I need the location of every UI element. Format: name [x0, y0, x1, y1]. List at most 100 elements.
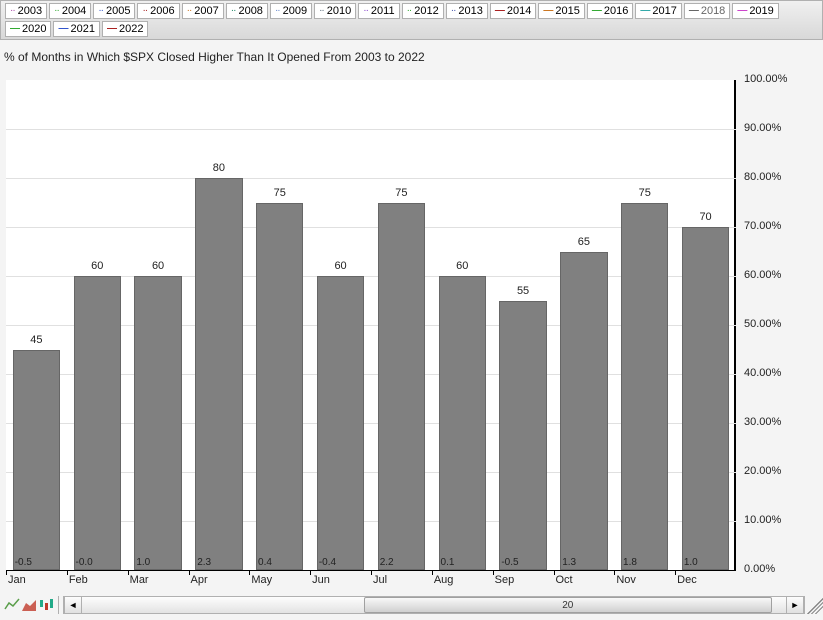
- toolbar-icons: [0, 596, 59, 614]
- bar-sep[interactable]: [499, 301, 546, 571]
- legend-item-2011[interactable]: ··2011: [358, 3, 399, 19]
- legend-item-label: 2021: [70, 23, 94, 35]
- y-tick-label: 40.00%: [744, 367, 781, 379]
- bar-bottom-label: 1.0: [136, 557, 150, 568]
- scroll-thumb[interactable]: 20: [364, 597, 772, 613]
- grid-line: [6, 129, 736, 130]
- x-tick: [432, 570, 433, 575]
- legend-swatch-icon: ··: [231, 6, 236, 16]
- x-tick-label: Jul: [373, 574, 387, 586]
- scroll-track[interactable]: 20: [82, 597, 786, 613]
- legend-item-label: 2012: [414, 5, 438, 17]
- bar-value-label: 60: [317, 260, 364, 272]
- bar-jun[interactable]: [317, 276, 364, 570]
- legend-item-label: 2008: [238, 5, 262, 17]
- legend-item-2012[interactable]: ··2012: [402, 3, 444, 19]
- legend-item-label: 2011: [371, 5, 395, 17]
- bar-aug[interactable]: [439, 276, 486, 570]
- y-tick-label: 30.00%: [744, 416, 781, 428]
- bar-bottom-label: 1.0: [684, 557, 698, 568]
- y-tick-label: 60.00%: [744, 269, 781, 281]
- scrollbar[interactable]: ◄ 20 ►: [63, 596, 805, 614]
- legend-item-2003[interactable]: ··2003: [5, 3, 47, 19]
- legend-item-2021[interactable]: —2021: [53, 21, 99, 37]
- legend-item-2007[interactable]: ··2007: [182, 3, 224, 19]
- plot-area: 45-0.560-0.0601.0802.3750.460-0.4752.260…: [6, 80, 736, 570]
- legend-swatch-icon: —: [640, 6, 649, 16]
- legend-item-label: 2016: [604, 5, 628, 17]
- bar-nov[interactable]: [621, 203, 668, 571]
- bar-bottom-label: 2.3: [197, 557, 211, 568]
- x-tick-label: Aug: [434, 574, 454, 586]
- legend-item-2010[interactable]: ··2010: [314, 3, 356, 19]
- legend-item-2009[interactable]: ··2009: [270, 3, 312, 19]
- legend-item-label: 2009: [283, 5, 307, 17]
- legend-item-2022[interactable]: —2022: [102, 21, 148, 37]
- y-tick-label: 50.00%: [744, 318, 781, 330]
- legend-swatch-icon: —: [737, 6, 746, 16]
- bar-bottom-label: -0.4: [319, 557, 336, 568]
- legend-swatch-icon: ··: [363, 6, 368, 16]
- x-tick-label: Feb: [69, 574, 88, 586]
- x-tick: [189, 570, 190, 575]
- legend-item-2014[interactable]: —2014: [490, 3, 536, 19]
- legend-swatch-icon: ··: [10, 6, 15, 16]
- bar-bottom-label: 0.1: [441, 557, 455, 568]
- resize-grip-icon[interactable]: [807, 598, 823, 614]
- bar-dec[interactable]: [682, 227, 729, 570]
- bar-value-label: 65: [560, 236, 607, 248]
- legend-item-label: 2010: [327, 5, 351, 17]
- bar-bottom-label: 1.3: [562, 557, 576, 568]
- bar-bottom-label: 1.8: [623, 557, 637, 568]
- legend-item-2015[interactable]: —2015: [538, 3, 584, 19]
- legend-item-2006[interactable]: ··2006: [137, 3, 179, 19]
- grid-line: [6, 178, 736, 179]
- area-chart-icon[interactable]: [21, 597, 37, 613]
- legend-item-2013[interactable]: ··2013: [446, 3, 488, 19]
- legend-item-label: 2022: [119, 23, 143, 35]
- legend-swatch-icon: ··: [407, 6, 412, 16]
- scroll-right-button[interactable]: ►: [786, 597, 804, 613]
- x-tick-label: May: [251, 574, 272, 586]
- line-chart-icon[interactable]: [4, 597, 20, 613]
- legend-bar: ··2003··2004··2005··2006··2007··2008··20…: [0, 0, 823, 40]
- legend-item-2019[interactable]: —2019: [732, 3, 778, 19]
- legend-item-label: 2005: [106, 5, 130, 17]
- legend-item-2017[interactable]: —2017: [635, 3, 681, 19]
- legend-item-label: 2013: [458, 5, 482, 17]
- bar-jan[interactable]: [13, 350, 60, 571]
- legend-item-2016[interactable]: —2016: [587, 3, 633, 19]
- bar-value-label: 75: [256, 187, 303, 199]
- legend-item-2004[interactable]: ··2004: [49, 3, 91, 19]
- y-tick-label: 0.00%: [744, 563, 775, 575]
- x-tick: [554, 570, 555, 575]
- bar-value-label: 75: [378, 187, 425, 199]
- x-tick: [67, 570, 68, 575]
- bar-apr[interactable]: [195, 178, 242, 570]
- legend-swatch-icon: —: [10, 24, 19, 34]
- bar-value-label: 60: [439, 260, 486, 272]
- legend-item-2018[interactable]: —2018: [684, 3, 730, 19]
- bar-feb[interactable]: [74, 276, 121, 570]
- x-tick: [249, 570, 250, 575]
- bar-value-label: 60: [74, 260, 121, 272]
- bar-jul[interactable]: [378, 203, 425, 571]
- legend-swatch-icon: —: [592, 6, 601, 16]
- bar-mar[interactable]: [134, 276, 181, 570]
- y-tick-label: 20.00%: [744, 465, 781, 477]
- bar-may[interactable]: [256, 203, 303, 571]
- legend-swatch-icon: ··: [187, 6, 192, 16]
- scroll-left-button[interactable]: ◄: [64, 597, 82, 613]
- candlestick-chart-icon[interactable]: [38, 597, 54, 613]
- x-tick: [614, 570, 615, 575]
- bar-oct[interactable]: [560, 252, 607, 571]
- x-tick: [371, 570, 372, 575]
- legend-item-2008[interactable]: ··2008: [226, 3, 268, 19]
- legend-item-label: 2018: [701, 5, 725, 17]
- legend-item-2020[interactable]: —2020: [5, 21, 51, 37]
- legend-item-2005[interactable]: ··2005: [93, 3, 135, 19]
- chart-title: % of Months in Which $SPX Closed Higher …: [4, 50, 425, 64]
- bar-value-label: 80: [195, 162, 242, 174]
- y-tick-label: 70.00%: [744, 220, 781, 232]
- bar-bottom-label: -0.5: [501, 557, 518, 568]
